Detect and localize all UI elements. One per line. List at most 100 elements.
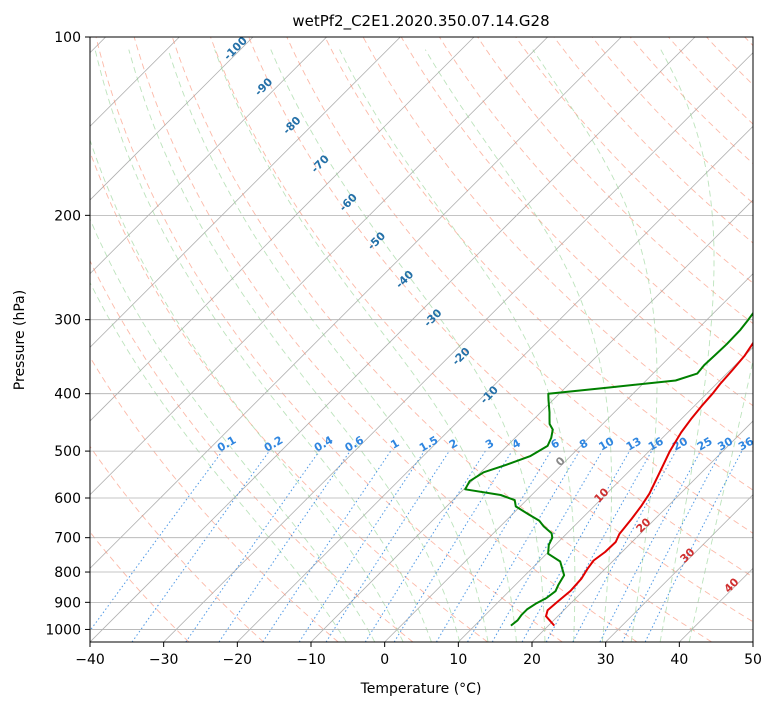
plot-area: -100-90-80-70-60-50-40-30-20-100.1 0.2 0.4… — [90, 34, 753, 642]
isotherm-line — [531, 420, 753, 642]
dry-adiabat-label: -40 — [393, 268, 416, 291]
mixing-ratio-line — [90, 450, 223, 632]
dry-adiabat-line — [477, 37, 753, 325]
mixing-ratio-line — [435, 450, 552, 642]
mixing-ratio-label: 13 — [624, 435, 644, 454]
y-tick-label: 300 — [54, 313, 81, 329]
dry-adiabat-line — [95, 37, 563, 642]
isotherm-line — [605, 494, 753, 642]
sounding-profiles — [464, 311, 753, 627]
dry-adiabat-line — [744, 37, 753, 47]
dry-adiabat-line — [90, 445, 264, 642]
dry-adiabat-line — [90, 531, 190, 642]
isotherm-line — [90, 37, 475, 422]
x-tick-label: 0 — [380, 652, 389, 668]
y-tick-label: 800 — [54, 565, 81, 581]
dry-adiabat-label: -100 — [221, 34, 250, 63]
dry-adiabat-line — [171, 37, 712, 642]
dry-adiabat-label: -60 — [337, 191, 360, 214]
moist-adiabat-label: 30 — [678, 545, 698, 565]
y-tick-label: 400 — [54, 387, 81, 403]
x-axis: −40 −30 −20 −10 0 10 20 30 40 50 — [75, 642, 762, 668]
mixing-ratio-line — [521, 450, 630, 642]
isotherm-line — [90, 37, 327, 275]
moist-adiabat-label: 10 — [592, 485, 612, 505]
isotherm-line — [310, 199, 753, 642]
x-tick-label: 30 — [597, 652, 615, 668]
isotherm-line — [90, 37, 401, 348]
mixing-ratio-label: 3 — [483, 437, 496, 452]
mixing-ratio-label: 1 — [388, 437, 401, 452]
mixing-ratio-label: 2 — [447, 437, 460, 452]
y-tick-label: 1000 — [45, 622, 81, 638]
mixing-ratio-line — [572, 450, 677, 642]
mixing-ratio-line — [599, 450, 701, 642]
mixing-ratio-line — [325, 450, 450, 642]
dry-adiabat-label: -70 — [309, 152, 332, 175]
dry-adiabat-label: -50 — [365, 229, 388, 252]
mixing-ratio-line — [364, 450, 486, 642]
isotherm-line — [384, 273, 753, 642]
x-tick-label: −10 — [296, 652, 326, 668]
y-tick-label: 500 — [54, 444, 81, 460]
x-tick-label: 50 — [744, 652, 762, 668]
background-lines — [90, 37, 753, 642]
mixing-ratio-line — [298, 450, 425, 642]
isotherm-line — [237, 125, 753, 642]
dry-adiabat-line — [400, 37, 753, 407]
mixing-ratio-line — [185, 450, 320, 642]
moist-adiabat-line — [167, 49, 489, 642]
background-line-labels: -100-90-80-70-60-50-40-30-20-100.1 0.2 0.4… — [215, 34, 753, 596]
moist-adiabat-label: 40 — [722, 575, 742, 595]
mixing-ratio-label: 25 — [695, 435, 715, 454]
mixing-ratio-line — [644, 450, 743, 642]
dry-adiabat-label: -80 — [280, 114, 303, 137]
y-tick-label: 600 — [54, 491, 81, 507]
x-tick-label: 40 — [670, 652, 688, 668]
dry-adiabat-line — [248, 37, 753, 578]
isotherm-line — [90, 37, 254, 201]
moist-adiabat-line — [128, 49, 461, 642]
x-tick-label: 10 — [449, 652, 467, 668]
dry-adiabat-label: -30 — [421, 306, 444, 329]
isotherm-line — [90, 37, 696, 642]
isotherm-line — [458, 346, 753, 642]
x-tick-label: −40 — [75, 652, 105, 668]
moist-adiabat-line — [90, 281, 347, 642]
dry-adiabat-line — [362, 37, 753, 449]
dry-adiabat-label: -10 — [478, 383, 501, 406]
dry-adiabat-line — [706, 37, 753, 86]
dewpoint-profile-line — [464, 311, 753, 627]
dry-adiabat-label: -90 — [252, 75, 275, 98]
x-tick-label: −20 — [223, 652, 253, 668]
moist-adiabat-line — [659, 49, 715, 642]
dry-adiabat-line — [515, 37, 753, 284]
moist-adiabat-line — [688, 358, 753, 642]
chart-title: wetPf2_C2E1.2020.350.07.14.G28 — [292, 12, 549, 31]
moist-adiabat-line — [270, 49, 546, 642]
mixing-ratio-label: 4 — [510, 436, 523, 451]
moist-adiabat-line — [94, 49, 432, 642]
isotherm-line — [90, 37, 548, 496]
moist-adiabat-line — [214, 49, 517, 642]
dry-adiabat-line — [90, 150, 488, 642]
y-tick-label: 700 — [54, 531, 81, 547]
y-tick-label: 100 — [54, 30, 81, 46]
dry-adiabat-line — [210, 37, 753, 623]
mixing-ratio-line — [262, 450, 392, 642]
x-tick-label: 20 — [523, 652, 541, 668]
temperature-profile-line — [545, 341, 753, 627]
dry-adiabat-line — [553, 37, 753, 244]
y-axis: 100 200 300 400 500 600 700 800 900 1000 — [45, 30, 90, 638]
moist-adiabat-line — [424, 49, 612, 642]
pressure-gridlines — [90, 37, 753, 630]
mixing-ratio-line — [218, 450, 351, 642]
y-axis-label: Pressure (hPa) — [12, 290, 28, 390]
moist-adiabat-line — [339, 49, 576, 642]
isotherm-line — [90, 37, 622, 569]
dry-adiabat-line — [90, 259, 414, 642]
mixing-ratio-line — [131, 450, 270, 642]
mixing-ratio-line — [393, 450, 513, 642]
plot-frame — [89, 36, 754, 643]
